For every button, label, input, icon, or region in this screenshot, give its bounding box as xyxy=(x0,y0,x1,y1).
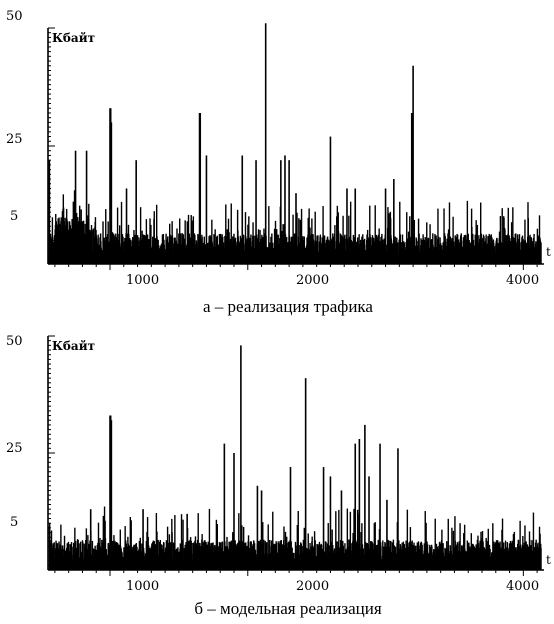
panel-a: 50 25 5 Кбайт 1000 2000 4000 t а – реали… xyxy=(6,9,551,316)
y-tick-label-5: 5 xyxy=(10,209,18,224)
x-tick-label-2000: 2000 xyxy=(296,273,329,288)
y-tick-label-50: 50 xyxy=(6,334,23,349)
y-tick-marks xyxy=(48,335,55,571)
x-tick-label-2000: 2000 xyxy=(296,579,329,594)
x-tick-marks xyxy=(54,264,538,270)
x-tick-label-1000: 1000 xyxy=(126,273,159,288)
y-tick-label-25: 25 xyxy=(6,441,23,456)
x-tick-label-1000: 1000 xyxy=(126,579,159,594)
panel-b: 50 25 5 Кбайт 1000 2000 4000 t б – модел… xyxy=(6,334,551,618)
y-tick-label-5: 5 xyxy=(10,515,18,530)
x-axis-letter: t xyxy=(546,245,551,259)
x-tick-label-4000: 4000 xyxy=(506,273,539,288)
model-bars xyxy=(48,345,542,570)
y-unit-label: Кбайт xyxy=(52,339,95,353)
x-axis-letter: t xyxy=(546,553,551,567)
x-tick-label-4000: 4000 xyxy=(506,579,539,594)
traffic-bars xyxy=(48,23,542,264)
y-tick-marks xyxy=(48,27,55,265)
caption-b: б – модельная реализация xyxy=(194,599,382,618)
y-unit-label: Кбайт xyxy=(52,31,95,45)
caption-a: а – реализация трафика xyxy=(203,297,373,316)
y-tick-label-50: 50 xyxy=(6,9,23,24)
x-tick-marks xyxy=(54,570,538,576)
y-tick-label-25: 25 xyxy=(6,132,23,147)
